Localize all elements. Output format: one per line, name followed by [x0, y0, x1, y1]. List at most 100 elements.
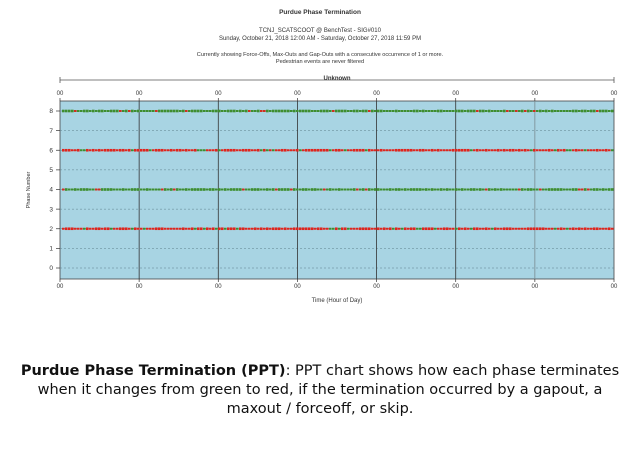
termination-mark	[113, 227, 116, 230]
x-tick-label: 00	[373, 284, 380, 290]
termination-mark	[530, 149, 533, 152]
termination-mark	[143, 227, 146, 230]
termination-mark	[536, 188, 539, 191]
termination-mark	[86, 188, 89, 191]
termination-mark	[239, 109, 242, 113]
termination-mark	[374, 110, 377, 112]
termination-mark	[380, 227, 383, 230]
termination-mark	[251, 227, 254, 230]
termination-mark	[377, 149, 380, 152]
termination-mark	[101, 188, 104, 191]
termination-mark	[266, 109, 269, 113]
termination-mark	[395, 188, 398, 191]
phase-2-series	[62, 227, 614, 231]
termination-mark	[338, 188, 341, 191]
termination-mark	[98, 109, 101, 113]
termination-mark	[575, 188, 578, 191]
termination-mark	[62, 227, 65, 230]
termination-mark	[203, 188, 206, 191]
termination-mark	[326, 188, 329, 191]
termination-mark	[407, 110, 410, 112]
termination-mark	[449, 149, 452, 152]
termination-mark	[356, 148, 359, 152]
termination-mark	[365, 109, 368, 113]
termination-mark	[578, 227, 581, 231]
termination-mark	[206, 188, 209, 191]
termination-mark	[575, 227, 578, 230]
termination-mark	[401, 148, 404, 152]
termination-mark	[188, 149, 191, 152]
termination-mark	[419, 148, 422, 152]
termination-mark	[176, 148, 179, 152]
termination-mark	[509, 148, 512, 152]
termination-mark	[512, 188, 515, 191]
termination-mark	[77, 188, 80, 191]
termination-mark	[125, 109, 128, 113]
termination-mark	[287, 149, 290, 152]
caption-title: Purdue Phase Termination (PPT)	[20, 363, 286, 379]
termination-mark	[485, 110, 488, 112]
termination-mark	[542, 188, 545, 191]
axis-layer: 0 1 2 3 4 5 6 7 8 00 00 00 00 00 00 00 00 00 00 00 00 00 00 00 0…	[49, 91, 618, 290]
termination-mark	[197, 109, 200, 113]
termination-mark	[497, 227, 500, 230]
termination-mark	[290, 227, 293, 230]
chart-subtitle-line-2: Sunday, October 21, 2018 12:00 AM - Satu…	[219, 36, 421, 42]
termination-mark	[437, 227, 440, 230]
termination-mark	[506, 188, 509, 191]
termination-mark	[122, 148, 125, 152]
termination-mark	[320, 188, 323, 191]
x-tick-label: 00	[452, 284, 459, 290]
termination-mark	[503, 148, 506, 152]
termination-mark	[260, 188, 263, 191]
termination-mark	[305, 148, 308, 152]
termination-mark	[521, 149, 524, 152]
termination-mark	[344, 227, 347, 231]
termination-mark	[524, 227, 527, 230]
termination-mark	[611, 149, 614, 152]
termination-mark	[221, 227, 224, 231]
termination-mark	[332, 149, 335, 152]
termination-mark	[299, 149, 302, 152]
termination-mark	[290, 110, 293, 112]
termination-mark	[422, 148, 425, 152]
termination-mark	[467, 148, 470, 152]
termination-mark	[173, 109, 176, 113]
termination-mark	[278, 109, 281, 113]
termination-mark	[71, 188, 74, 191]
termination-mark	[305, 188, 308, 191]
termination-mark	[119, 188, 122, 191]
termination-mark	[224, 110, 227, 112]
termination-mark	[89, 110, 92, 112]
termination-mark	[482, 188, 485, 191]
termination-mark	[545, 227, 548, 230]
termination-mark	[167, 188, 170, 191]
termination-mark	[134, 188, 137, 191]
termination-mark	[566, 149, 569, 152]
termination-mark	[602, 188, 605, 191]
termination-mark	[608, 110, 611, 112]
termination-mark	[164, 109, 167, 113]
termination-mark	[611, 109, 614, 113]
termination-mark	[428, 110, 431, 112]
termination-mark	[425, 227, 428, 231]
termination-mark	[305, 227, 308, 231]
termination-mark	[104, 148, 107, 152]
termination-mark	[365, 188, 368, 191]
termination-mark	[233, 148, 236, 152]
termination-mark	[65, 148, 68, 152]
termination-mark	[500, 149, 503, 152]
termination-mark	[65, 227, 68, 231]
termination-mark	[488, 149, 491, 152]
termination-mark	[92, 227, 95, 230]
x-tick-label: 00	[611, 284, 618, 290]
termination-mark	[584, 227, 587, 231]
termination-mark	[596, 110, 599, 112]
termination-mark	[95, 149, 98, 152]
termination-mark	[161, 188, 164, 191]
termination-mark	[170, 109, 173, 113]
termination-mark	[413, 227, 416, 231]
termination-mark	[248, 148, 251, 152]
chart-caption: Purdue Phase Termination (PPT): PPT char…	[20, 362, 620, 419]
termination-mark	[407, 148, 410, 152]
